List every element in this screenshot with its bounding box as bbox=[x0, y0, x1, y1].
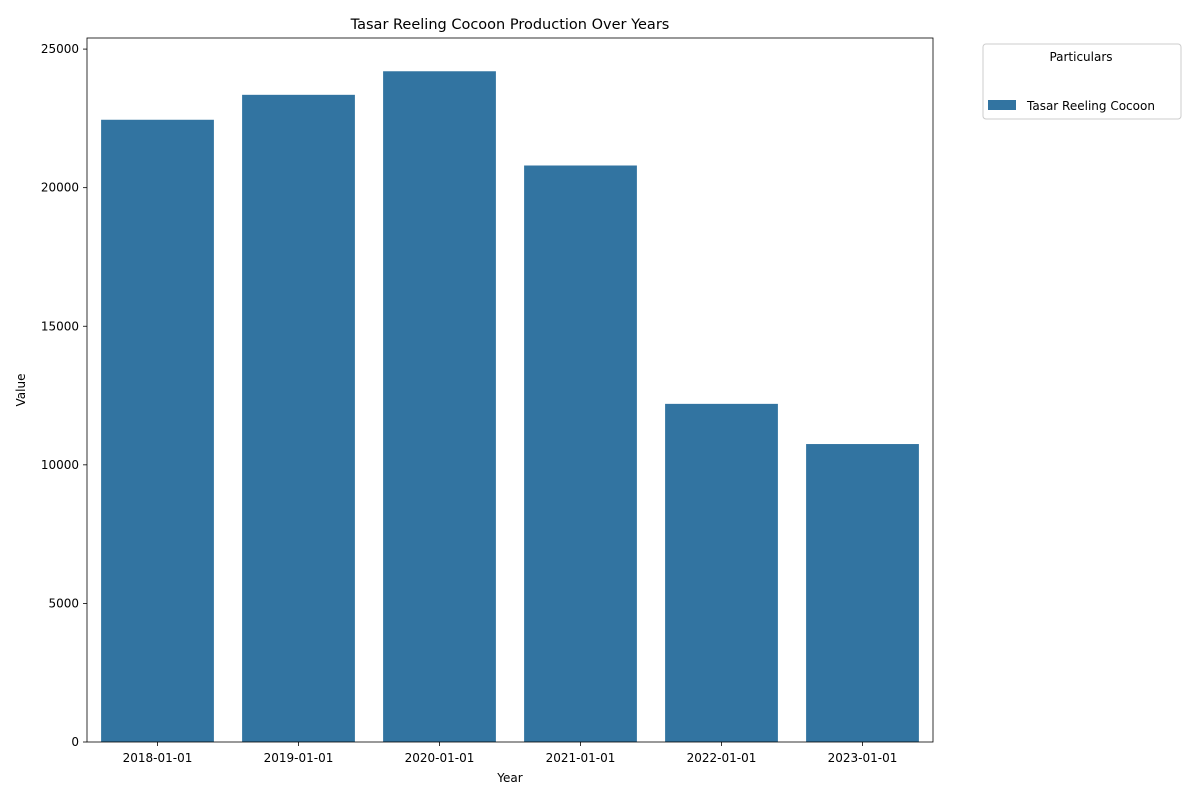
y-tick-label: 5000 bbox=[48, 596, 79, 610]
bar bbox=[665, 403, 778, 742]
legend-swatch bbox=[988, 100, 1016, 110]
y-axis-label: Value bbox=[14, 374, 28, 407]
legend-title: Particulars bbox=[1049, 50, 1112, 64]
legend-frame bbox=[982, 43, 1182, 120]
legend-label: Tasar Reeling Cocoon bbox=[1026, 99, 1155, 113]
y-axis: 0 5000 10000 15000 20000 25000 bbox=[41, 42, 87, 749]
legend: Particulars Tasar Reeling Cocoon bbox=[982, 43, 1182, 120]
x-tick-label: 2019-01-01 bbox=[264, 751, 334, 765]
x-tick-label: 2023-01-01 bbox=[828, 751, 898, 765]
x-tick-label: 2020-01-01 bbox=[405, 751, 475, 765]
bar bbox=[242, 94, 355, 742]
bar bbox=[383, 71, 496, 743]
x-tick-label: 2022-01-01 bbox=[687, 751, 757, 765]
bar bbox=[524, 165, 637, 742]
x-tick-label: 2021-01-01 bbox=[546, 751, 616, 765]
bar bbox=[806, 444, 919, 742]
x-tick-label: 2018-01-01 bbox=[123, 751, 193, 765]
plot-area bbox=[86, 37, 934, 743]
chart-title: Tasar Reeling Cocoon Production Over Yea… bbox=[350, 17, 670, 33]
bar bbox=[101, 119, 214, 742]
y-tick-label: 10000 bbox=[41, 458, 79, 472]
x-axis: 2018-01-01 2019-01-01 2020-01-01 2021-01-01… bbox=[123, 742, 898, 765]
y-tick-label: 25000 bbox=[41, 42, 79, 56]
x-axis-label: Year bbox=[496, 771, 522, 785]
y-tick-label: 15000 bbox=[41, 319, 79, 333]
y-tick-label: 20000 bbox=[41, 181, 79, 195]
y-tick-label: 0 bbox=[71, 735, 79, 749]
plot-frame bbox=[86, 37, 934, 743]
